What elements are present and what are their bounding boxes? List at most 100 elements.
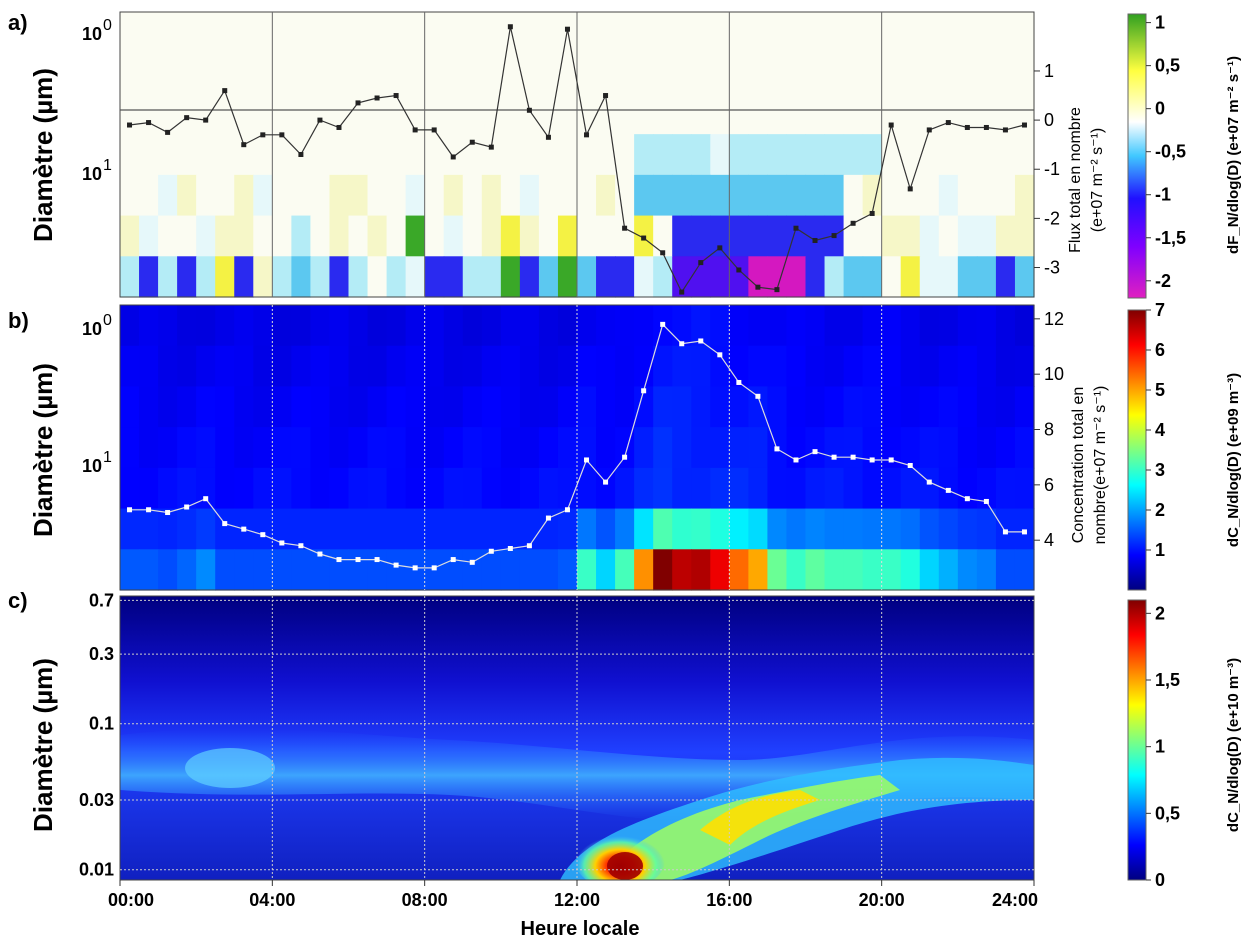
- heatmap-cell: [215, 345, 235, 388]
- heatmap-cell: [557, 305, 578, 347]
- heatmap-cell: [462, 93, 483, 135]
- heatmap-cell: [253, 93, 273, 135]
- heatmap-cell: [843, 256, 864, 298]
- series-point: [393, 93, 399, 99]
- heatmap-cell: [786, 549, 807, 591]
- heatmap-cell: [500, 256, 521, 298]
- ytick-label: 0.3: [89, 644, 114, 664]
- heatmap-cell: [805, 52, 826, 95]
- x-axis-label: Heure locale: [521, 918, 640, 940]
- series-point: [317, 117, 323, 123]
- heatmap-cell: [329, 467, 350, 510]
- heatmap-cell: [462, 134, 483, 176]
- panel-b-gridlines: [271, 305, 883, 590]
- heatmap-cell: [386, 134, 407, 176]
- heatmap-cell: [329, 256, 350, 298]
- series-point: [1002, 127, 1008, 133]
- heatmap-cell: [348, 93, 369, 135]
- ytick-label: 0.01: [79, 860, 114, 880]
- heatmap-cell: [291, 93, 312, 135]
- heatmap-cell: [215, 52, 235, 95]
- ytick-label: 0.03: [79, 790, 114, 810]
- heatmap-cell: [120, 549, 140, 591]
- ytick-exp: 1: [103, 157, 112, 174]
- heatmap-cell: [462, 467, 483, 510]
- series-point: [945, 120, 951, 126]
- heatmap-cell: [139, 508, 159, 550]
- series-point: [584, 457, 590, 463]
- heatmap-cell: [577, 386, 597, 428]
- heatmap-cell: [481, 427, 502, 469]
- heatmap-cell: [596, 12, 616, 54]
- heatmap-cell: [519, 93, 540, 135]
- heatmap-cell: [957, 345, 978, 388]
- heatmap-cell: [367, 215, 388, 257]
- heatmap-cell: [500, 52, 521, 95]
- heatmap-cell: [634, 12, 654, 54]
- heatmap-cell: [881, 256, 902, 298]
- heatmap-cell: [805, 12, 826, 54]
- panel-a-heatmap: [120, 12, 1035, 298]
- heatmap-cell: [653, 134, 673, 176]
- panel-b-right-ticks: 12 10 8 6 4: [1034, 309, 1064, 550]
- heatmap-cell: [938, 52, 959, 95]
- heatmap-cell: [805, 467, 826, 510]
- heatmap-cell: [995, 93, 1016, 135]
- heatmap-cell: [405, 12, 426, 54]
- panel-c-gridlines: [120, 596, 1034, 880]
- heatmap-cell: [272, 52, 292, 95]
- heatmap-cell: [272, 467, 292, 510]
- heatmap-cell: [843, 134, 864, 176]
- series-point: [450, 557, 456, 563]
- heatmap-cell: [919, 134, 940, 176]
- panel-a-ylabel: Diamètre (µm): [28, 68, 58, 242]
- heatmap-cell: [824, 93, 845, 135]
- heatmap-cell: [862, 12, 883, 54]
- heatmap-cell: [538, 134, 559, 176]
- heatmap-cell: [272, 549, 292, 591]
- heatmap-cell: [443, 12, 464, 54]
- heatmap-cell: [557, 256, 578, 298]
- heatmap-cell: [443, 427, 464, 469]
- heatmap-cell: [1014, 305, 1035, 347]
- heatmap-cell: [386, 215, 407, 257]
- heatmap-cell: [596, 134, 616, 176]
- panel-a-right-label-1: Flux total en nombre: [1067, 107, 1084, 253]
- heatmap-cell: [310, 427, 331, 469]
- heatmap-cell: [653, 467, 673, 510]
- heatmap-cell: [158, 12, 178, 54]
- series-point: [888, 122, 894, 128]
- heatmap-cell: [519, 174, 540, 217]
- heatmap-cell: [615, 256, 635, 298]
- heatmap-cell: [919, 345, 940, 388]
- heatmap-cell: [919, 386, 940, 428]
- panel-a-ytick-1: 10 0: [82, 17, 112, 44]
- series-point: [964, 496, 970, 502]
- heatmap-cell: [405, 134, 426, 176]
- heatmap-cell: [748, 134, 769, 176]
- heatmap-cell: [557, 52, 578, 95]
- heatmap-cell: [691, 93, 711, 135]
- heatmap-cell: [748, 345, 769, 388]
- heatmap-cell: [691, 12, 711, 54]
- heatmap-cell: [348, 549, 369, 591]
- heatmap-cell: [557, 134, 578, 176]
- heatmap-cell: [900, 215, 921, 257]
- series-point: [545, 134, 551, 140]
- heatmap-cell: [367, 427, 388, 469]
- heatmap-cell: [386, 467, 407, 510]
- panel-b-colorbar-ticks: 7 6 5 4 3 2 1: [1146, 300, 1165, 560]
- heatmap-cell: [481, 345, 502, 388]
- heatmap-cell: [196, 52, 216, 95]
- colorbar-tick-label: -1,5: [1155, 228, 1186, 248]
- heatmap-cell: [500, 174, 521, 217]
- heatmap-cell: [881, 508, 902, 550]
- heatmap-cell: [120, 256, 140, 298]
- heatmap-cell: [672, 549, 692, 591]
- heatmap-cell: [729, 134, 749, 176]
- heatmap-cell: [386, 256, 407, 298]
- heatmap-cell: [653, 215, 673, 257]
- heatmap-cell: [215, 508, 235, 550]
- heatmap-cell: [196, 256, 216, 298]
- heatmap-cell: [805, 215, 826, 257]
